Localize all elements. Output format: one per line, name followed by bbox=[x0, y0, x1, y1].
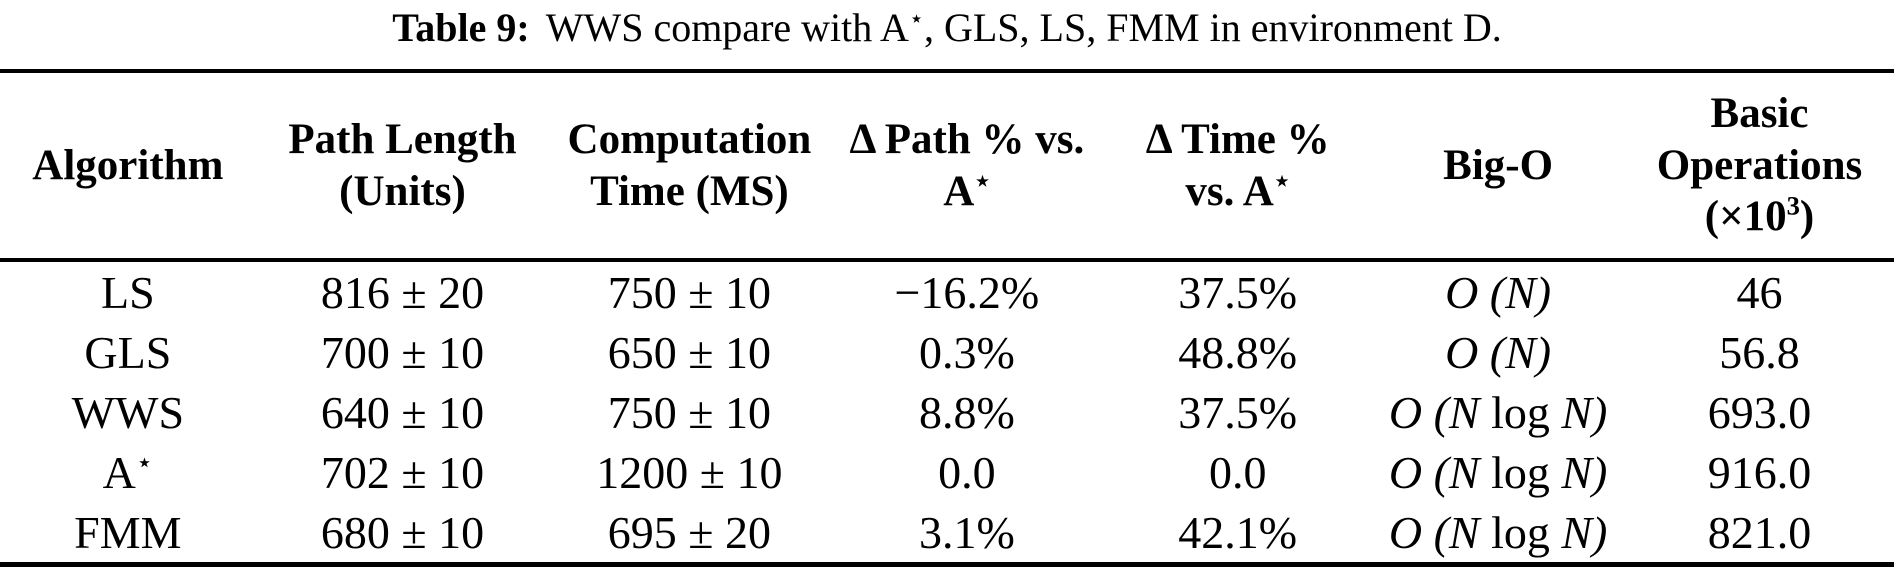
header-line: Algorithm bbox=[32, 141, 224, 189]
header-line: vs. A⋆ bbox=[1185, 166, 1290, 215]
header-line: Path Length bbox=[288, 115, 517, 163]
table-row-a-star: A⋆ 702 ± 10 1200 ± 10 0.0 0.0 O (N log N… bbox=[0, 442, 1894, 502]
cell-algorithm: GLS bbox=[84, 326, 172, 378]
column-header-algorithm: Algorithm bbox=[0, 71, 256, 260]
column-header-basic-operations: Basic Operations (×103) bbox=[1625, 71, 1894, 260]
table-header: Algorithm Path Length (Units) Computatio… bbox=[0, 71, 1894, 260]
cell-basic-ops: 46 bbox=[1736, 266, 1783, 318]
cell-big-o: O (N log N) bbox=[1388, 386, 1608, 438]
cell-delta-path: −16.2% bbox=[894, 266, 1040, 318]
cell-path-length: 816 ± 20 bbox=[320, 266, 485, 318]
header-line: Time (MS) bbox=[590, 167, 789, 215]
cell-path-length: 680 ± 10 bbox=[320, 506, 485, 558]
cell-comp-time: 695 ± 20 bbox=[607, 506, 772, 558]
cell-delta-time: 48.8% bbox=[1178, 326, 1298, 378]
cell-algorithm: LS bbox=[101, 266, 155, 318]
cell-big-o: O (N log N) bbox=[1388, 446, 1608, 498]
cell-basic-ops: 821.0 bbox=[1707, 506, 1812, 558]
table-caption-text: WWS compare with A⋆, GLS, LS, FMM in env… bbox=[545, 5, 1502, 50]
header-line: A⋆ bbox=[943, 166, 991, 215]
cell-path-length: 700 ± 10 bbox=[320, 326, 485, 378]
column-header-path-length: Path Length (Units) bbox=[256, 71, 550, 260]
table-row-ls: LS 816 ± 20 750 ± 10 −16.2% 37.5% O (N) … bbox=[0, 260, 1894, 322]
cell-delta-time: 37.5% bbox=[1178, 266, 1298, 318]
table-body: LS 816 ± 20 750 ± 10 −16.2% 37.5% O (N) … bbox=[0, 260, 1894, 565]
header-line: Basic bbox=[1710, 90, 1809, 138]
header-row: Algorithm Path Length (Units) Computatio… bbox=[0, 71, 1894, 260]
cell-basic-ops: 693.0 bbox=[1707, 386, 1812, 438]
cell-algorithm: FMM bbox=[74, 506, 182, 558]
cell-big-o: O (N) bbox=[1445, 326, 1552, 378]
cell-big-o: O (N) bbox=[1445, 266, 1552, 318]
table-row-wws: WWS 640 ± 10 750 ± 10 8.8% 37.5% O (N lo… bbox=[0, 382, 1894, 442]
cell-delta-time: 42.1% bbox=[1178, 506, 1298, 558]
cell-basic-ops: 56.8 bbox=[1719, 326, 1800, 378]
header-line: Big-O bbox=[1443, 141, 1554, 189]
column-header-delta-path: Δ Path % vs. A⋆ bbox=[830, 71, 1105, 260]
header-line: Operations bbox=[1656, 141, 1863, 189]
cell-big-o: O (N log N) bbox=[1388, 506, 1608, 558]
cell-delta-time: 37.5% bbox=[1178, 386, 1298, 438]
cell-algorithm: WWS bbox=[71, 386, 185, 438]
column-header-big-o: Big-O bbox=[1371, 71, 1625, 260]
cell-comp-time: 750 ± 10 bbox=[607, 266, 772, 318]
header-line: (×103) bbox=[1704, 190, 1815, 241]
cell-comp-time: 1200 ± 10 bbox=[596, 446, 783, 498]
cell-delta-time: 0.0 bbox=[1208, 446, 1267, 498]
table-row-gls: GLS 700 ± 10 650 ± 10 0.3% 48.8% O (N) 5… bbox=[0, 322, 1894, 382]
cell-comp-time: 650 ± 10 bbox=[607, 326, 772, 378]
table-caption-label: Table 9: bbox=[392, 5, 530, 50]
cell-delta-path: 0.3% bbox=[918, 326, 1015, 378]
column-header-computation-time: Computation Time (MS) bbox=[549, 71, 829, 260]
results-table: Algorithm Path Length (Units) Computatio… bbox=[0, 69, 1894, 567]
cell-delta-path: 3.1% bbox=[918, 506, 1015, 558]
header-line: Δ Path % vs. bbox=[849, 115, 1085, 163]
cell-path-length: 640 ± 10 bbox=[320, 386, 485, 438]
column-header-delta-time: Δ Time % vs. A⋆ bbox=[1104, 71, 1371, 260]
header-line: Computation bbox=[567, 115, 812, 163]
cell-delta-path: 8.8% bbox=[918, 386, 1015, 438]
cell-path-length: 702 ± 10 bbox=[320, 446, 485, 498]
cell-basic-ops: 916.0 bbox=[1707, 446, 1812, 498]
table-row-fmm: FMM 680 ± 10 695 ± 20 3.1% 42.1% O (N lo… bbox=[0, 502, 1894, 565]
cell-comp-time: 750 ± 10 bbox=[607, 386, 772, 438]
table-caption: Table 9: WWS compare with A⋆, GLS, LS, F… bbox=[0, 0, 1894, 69]
cell-delta-path: 0.0 bbox=[938, 446, 996, 498]
header-line: (Units) bbox=[339, 167, 466, 215]
cell-algorithm: A⋆ bbox=[102, 446, 154, 498]
header-line: Δ Time % bbox=[1145, 115, 1330, 163]
